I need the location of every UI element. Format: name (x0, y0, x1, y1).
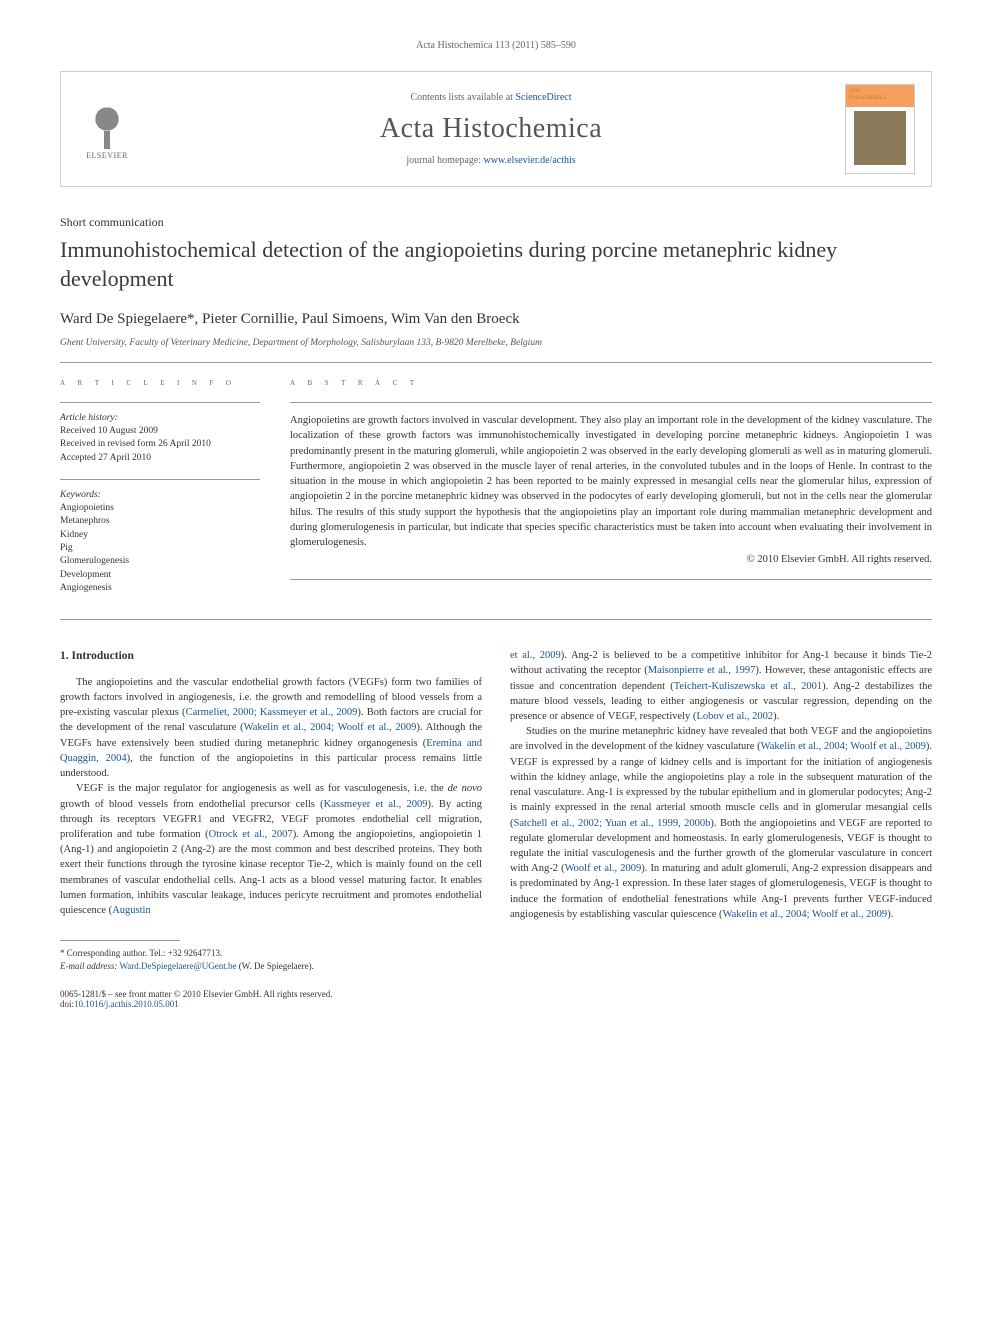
elsevier-logo: ELSEVIER (77, 94, 137, 164)
article-info-column: A R T I C L E I N F O Article history: R… (60, 377, 260, 609)
citation-link[interactable]: Carmeliet, 2000; Kassmeyer et al., 2009 (186, 707, 358, 718)
body-paragraph: VEGF is the major regulator for angiogen… (60, 781, 482, 918)
keyword: Development (60, 569, 260, 582)
citation-link[interactable]: Maisonpierre et al., 1997 (648, 665, 756, 676)
abstract-heading: A B S T R A C T (290, 377, 932, 388)
corr-tel: * Corresponding author. Tel.: +32 926477… (60, 947, 482, 960)
citation-link[interactable]: et al., 2009 (510, 650, 561, 661)
front-matter-line: 0065-1281/$ – see front matter © 2010 El… (60, 989, 932, 1009)
citation-link[interactable]: Lobov et al., 2002 (696, 711, 773, 722)
citation-link[interactable]: Wakelin et al., 2004; Woolf et al., 2009 (723, 909, 888, 920)
sciencedirect-link[interactable]: ScienceDirect (515, 92, 571, 103)
doi-prefix: doi: (60, 999, 74, 1009)
abstract-divider (290, 402, 932, 403)
cover-t2: histochemica (849, 93, 886, 101)
body-column-left: 1. Introduction The angiopoietins and th… (60, 648, 482, 972)
history-label: Article history: (60, 413, 260, 423)
keyword: Pig (60, 542, 260, 555)
abstract-bottom-divider (290, 579, 932, 580)
corresponding-author-footnote: * Corresponding author. Tel.: +32 926477… (60, 947, 482, 972)
email-label: E-mail address: (60, 961, 117, 971)
copyright-line: © 2010 Elsevier GmbH. All rights reserve… (290, 554, 932, 565)
history-revised: Received in revised form 26 April 2010 (60, 438, 260, 451)
citation-link[interactable]: Woolf et al., 2009 (565, 863, 642, 874)
body-paragraph: et al., 2009). Ang-2 is believed to be a… (510, 648, 932, 724)
article-type: Short communication (60, 215, 932, 230)
italic-text: de novo (448, 783, 482, 794)
authors-line: Ward De Spiegelaere*, Pieter Cornillie, … (60, 311, 932, 328)
divider (60, 362, 932, 363)
divider (60, 619, 932, 620)
article-title: Immunohistochemical detection of the ang… (60, 236, 932, 293)
citation-link[interactable]: Satchell et al., 2002; Yuan et al., 1999… (514, 818, 711, 829)
text-run: ). Among the angiopoietins, angiopoietin… (60, 829, 482, 916)
keywords-label: Keywords: (60, 490, 260, 500)
article-info-heading: A R T I C L E I N F O (60, 377, 260, 388)
body-paragraph: The angiopoietins and the vascular endot… (60, 675, 482, 782)
text-run: growth of blood vessels from endothelial… (60, 799, 324, 810)
running-head: Acta Histochemica 113 (2011) 585–590 (60, 40, 932, 51)
contents-prefix: Contents lists available at (410, 92, 515, 103)
history-received: Received 10 August 2009 (60, 425, 260, 438)
keyword: Angiogenesis (60, 582, 260, 595)
body-paragraph: Studies on the murine metanephric kidney… (510, 724, 932, 922)
doi-link[interactable]: 10.1016/j.acthis.2010.05.001 (74, 999, 179, 1009)
info-divider (60, 479, 260, 480)
keyword: Kidney (60, 529, 260, 542)
journal-cover-thumbnail: acta histochemica (845, 84, 915, 174)
email-who: (W. De Spiegelaere). (237, 961, 314, 971)
text-run: VEGF is the major regulator for angiogen… (76, 783, 448, 794)
journal-title: Acta Histochemica (157, 113, 825, 145)
homepage-link[interactable]: www.elsevier.de/acthis (484, 155, 576, 166)
history-accepted: Accepted 27 April 2010 (60, 452, 260, 465)
citation-link[interactable]: Kassmeyer et al., 2009 (324, 799, 428, 810)
footnote-divider (60, 940, 180, 941)
abstract-column: A B S T R A C T Angiopoietins are growth… (290, 377, 932, 609)
abstract-text: Angiopoietins are growth factors involve… (290, 413, 932, 550)
keyword: Metanephros (60, 515, 260, 528)
contents-available-line: Contents lists available at ScienceDirec… (157, 92, 825, 103)
citation-link[interactable]: Wakelin et al., 2004; Woolf et al., 2009 (244, 722, 417, 733)
homepage-prefix: journal homepage: (406, 155, 483, 166)
keyword: Glomerulogenesis (60, 555, 260, 568)
text-run: ). VEGF is expressed by a range of kidne… (510, 741, 932, 828)
citation-link[interactable]: Wakelin et al., 2004; Woolf et al., 2009 (761, 741, 926, 752)
elsevier-label: ELSEVIER (86, 151, 128, 160)
cover-image-icon (854, 111, 906, 165)
front-matter-text: 0065-1281/$ – see front matter © 2010 El… (60, 989, 932, 999)
text-run: ). (773, 711, 779, 722)
cover-title: acta histochemica (849, 87, 886, 101)
citation-link[interactable]: Teichert-Kuliszewska et al., 2001 (674, 681, 822, 692)
citation-link[interactable]: Otrock et al., 2007 (209, 829, 293, 840)
body-column-right: et al., 2009). Ang-2 is believed to be a… (510, 648, 932, 972)
citation-link[interactable]: Augustin (112, 905, 151, 916)
email-link[interactable]: Ward.DeSpiegelaere@UGent.be (120, 961, 237, 971)
info-divider (60, 402, 260, 403)
homepage-line: journal homepage: www.elsevier.de/acthis (157, 155, 825, 166)
section-heading-introduction: 1. Introduction (60, 648, 482, 665)
elsevier-tree-icon (82, 99, 132, 149)
text-run: ). (887, 909, 893, 920)
journal-header: ELSEVIER Contents lists available at Sci… (60, 71, 932, 187)
affiliation: Ghent University, Faculty of Veterinary … (60, 338, 932, 348)
keyword: Angiopoietins (60, 502, 260, 515)
